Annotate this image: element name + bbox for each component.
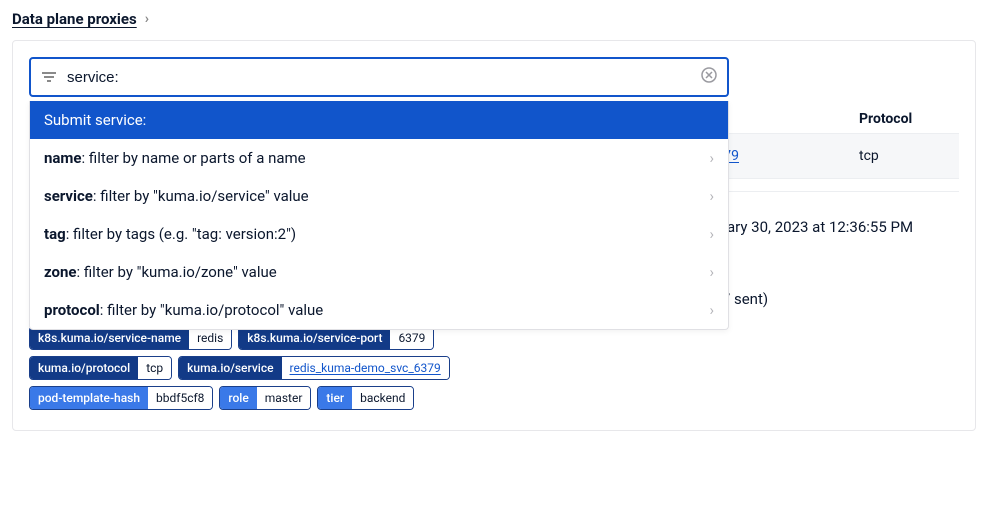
breadcrumb-link[interactable]: Data plane proxies — [12, 10, 137, 28]
filter-option-text: name: filter by name or parts of a name — [44, 149, 306, 167]
connect-value: January 30, 2023 at 12:36:55 PM — [694, 218, 959, 236]
disconnect-value: — — [694, 240, 959, 258]
tag-value: redis — [189, 327, 231, 349]
tag-key: k8s.kuma.io/service-port — [239, 327, 390, 349]
filter-option-name[interactable]: name: filter by name or parts of a name › — [30, 139, 728, 177]
filter-option-text: service: filter by "kuma.io/service" val… — [44, 187, 309, 205]
tag-kuma-io-protocol: kuma.io/protocoltcp — [29, 356, 172, 380]
filter-icon — [41, 69, 57, 85]
tag-value[interactable]: redis_kuma-demo_svc_6379 — [282, 357, 449, 379]
tag-key: pod-template-hash — [30, 387, 148, 409]
tag-value: bbdf5cf8 — [148, 387, 212, 409]
chevron-right-icon: › — [709, 225, 714, 243]
filter-option-text: zone: filter by "kuma.io/zone" value — [44, 263, 277, 281]
filter-option-zone[interactable]: zone: filter by "kuma.io/zone" value › — [30, 253, 728, 291]
tag-value: master — [257, 387, 311, 409]
tag-value: tcp — [138, 357, 171, 379]
chevron-right-icon: › — [709, 149, 714, 167]
filter-option-text: protocol: filter by "kuma.io/protocol" v… — [44, 301, 323, 319]
filter-input-row — [29, 57, 729, 97]
chevron-right-icon: › — [709, 263, 714, 281]
tag-key: tier — [318, 387, 352, 409]
tag-key: role — [220, 387, 256, 409]
tag-pod-template-hash: pod-template-hashbbdf5cf8 — [29, 386, 213, 410]
tag-key: k8s.kuma.io/service-name — [30, 327, 189, 349]
filter-option-tag[interactable]: tag: filter by tags (e.g. "tag: version:… — [30, 215, 728, 253]
tag-role: rolemaster — [219, 386, 311, 410]
filter-submit-row[interactable]: Submit service: — [30, 101, 728, 139]
tag-kuma-io-service[interactable]: kuma.io/serviceredis_kuma-demo_svc_6379 — [178, 356, 450, 380]
filter-wrap: Submit service: name: filter by name or … — [29, 57, 959, 97]
chevron-right-icon: › — [145, 11, 149, 27]
tag-value: backend — [352, 387, 413, 409]
tag-key: kuma.io/protocol — [30, 357, 138, 379]
col-protocol: Protocol — [859, 111, 949, 127]
main-panel: Submit service: name: filter by name or … — [12, 40, 976, 431]
row-protocol: tcp — [859, 148, 949, 164]
tag-value: 6379 — [390, 327, 433, 349]
tag-tier: tierbackend — [317, 386, 414, 410]
breadcrumb: Data plane proxies › — [12, 10, 976, 28]
filter-option-protocol[interactable]: protocol: filter by "kuma.io/protocol" v… — [30, 291, 728, 329]
tag-key: kuma.io/service — [179, 357, 281, 379]
filter-input[interactable] — [67, 69, 691, 86]
clear-icon[interactable] — [701, 67, 717, 87]
filter-dropdown: Submit service: name: filter by name or … — [29, 101, 729, 330]
filter-option-service[interactable]: service: filter by "kuma.io/service" val… — [30, 177, 728, 215]
chevron-right-icon: › — [709, 187, 714, 205]
chevron-right-icon: › — [709, 301, 714, 319]
filter-option-text: tag: filter by tags (e.g. "tag: version:… — [44, 225, 296, 243]
